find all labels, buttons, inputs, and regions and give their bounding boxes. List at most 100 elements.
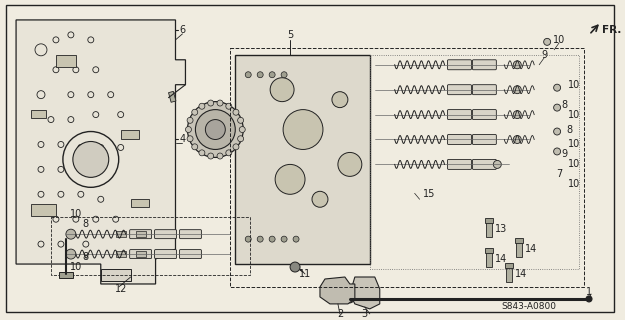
Text: 10: 10 <box>553 35 565 45</box>
FancyBboxPatch shape <box>179 250 201 259</box>
Circle shape <box>275 164 305 194</box>
Bar <box>506 266 512 282</box>
Bar <box>121 130 139 140</box>
Text: 8: 8 <box>561 100 567 110</box>
Circle shape <box>239 126 245 132</box>
Circle shape <box>281 72 287 78</box>
Circle shape <box>513 111 521 119</box>
Circle shape <box>187 136 193 142</box>
FancyBboxPatch shape <box>448 134 471 144</box>
FancyBboxPatch shape <box>448 159 471 169</box>
Bar <box>169 92 176 102</box>
FancyBboxPatch shape <box>448 60 471 70</box>
Circle shape <box>186 126 191 132</box>
Circle shape <box>513 135 521 143</box>
Bar <box>515 238 523 243</box>
Circle shape <box>188 102 243 157</box>
Bar <box>486 221 492 237</box>
Bar <box>505 263 513 268</box>
FancyBboxPatch shape <box>179 230 201 239</box>
Circle shape <box>66 229 76 239</box>
Text: 6: 6 <box>179 25 186 35</box>
Circle shape <box>226 103 232 109</box>
Text: 10: 10 <box>70 209 82 219</box>
Text: 7: 7 <box>556 169 562 180</box>
Text: 14: 14 <box>495 254 508 264</box>
Bar <box>59 272 73 278</box>
Circle shape <box>586 296 592 302</box>
Bar <box>101 269 131 281</box>
Text: 10: 10 <box>568 179 580 189</box>
Circle shape <box>66 249 76 259</box>
FancyBboxPatch shape <box>154 250 176 259</box>
Bar <box>116 251 126 257</box>
Circle shape <box>281 236 287 242</box>
Circle shape <box>293 236 299 242</box>
Circle shape <box>554 148 561 155</box>
Circle shape <box>258 72 263 78</box>
FancyBboxPatch shape <box>472 134 496 144</box>
Text: 10: 10 <box>568 159 580 169</box>
Text: 14: 14 <box>525 244 538 254</box>
Polygon shape <box>350 277 380 309</box>
Circle shape <box>245 236 251 242</box>
Text: 1: 1 <box>586 287 592 297</box>
Text: 8: 8 <box>82 252 89 262</box>
Text: 3: 3 <box>362 309 368 319</box>
Circle shape <box>187 117 193 123</box>
FancyBboxPatch shape <box>129 250 152 259</box>
Text: 13: 13 <box>495 224 508 234</box>
Circle shape <box>346 295 354 303</box>
Circle shape <box>312 191 328 207</box>
Bar <box>486 248 493 253</box>
Bar <box>370 55 579 269</box>
Text: 14: 14 <box>515 269 528 279</box>
Circle shape <box>208 153 214 159</box>
FancyBboxPatch shape <box>448 85 471 95</box>
Circle shape <box>206 120 226 140</box>
Circle shape <box>196 110 235 149</box>
Circle shape <box>269 236 275 242</box>
Circle shape <box>73 141 109 177</box>
Circle shape <box>554 128 561 135</box>
Circle shape <box>199 103 205 109</box>
Bar <box>51 217 250 275</box>
Circle shape <box>226 150 232 156</box>
Circle shape <box>238 136 244 142</box>
FancyBboxPatch shape <box>472 85 496 95</box>
Circle shape <box>493 160 501 168</box>
Circle shape <box>238 117 244 123</box>
Text: FR.: FR. <box>602 25 622 35</box>
Circle shape <box>269 72 275 78</box>
Bar <box>31 110 46 117</box>
Circle shape <box>283 110 323 149</box>
Circle shape <box>217 100 223 106</box>
Circle shape <box>192 109 198 115</box>
Circle shape <box>217 153 223 159</box>
Circle shape <box>338 152 362 176</box>
Circle shape <box>513 61 521 69</box>
Circle shape <box>199 150 205 156</box>
FancyBboxPatch shape <box>154 230 176 239</box>
Bar <box>235 55 370 264</box>
Bar <box>486 218 493 223</box>
Circle shape <box>513 86 521 94</box>
FancyBboxPatch shape <box>472 60 496 70</box>
Circle shape <box>544 38 551 45</box>
FancyBboxPatch shape <box>448 110 471 120</box>
Text: 8: 8 <box>82 219 89 229</box>
Circle shape <box>270 78 294 102</box>
Circle shape <box>233 109 239 115</box>
Text: 5: 5 <box>287 30 293 40</box>
Text: 10: 10 <box>568 140 580 149</box>
Circle shape <box>245 72 251 78</box>
Text: S843-A0800: S843-A0800 <box>502 302 557 311</box>
Bar <box>31 204 56 216</box>
Text: 9: 9 <box>561 149 567 159</box>
Text: 10: 10 <box>568 80 580 90</box>
Circle shape <box>554 104 561 111</box>
Circle shape <box>208 100 214 106</box>
Text: 2: 2 <box>337 309 343 319</box>
Circle shape <box>332 92 348 108</box>
Polygon shape <box>16 20 186 284</box>
